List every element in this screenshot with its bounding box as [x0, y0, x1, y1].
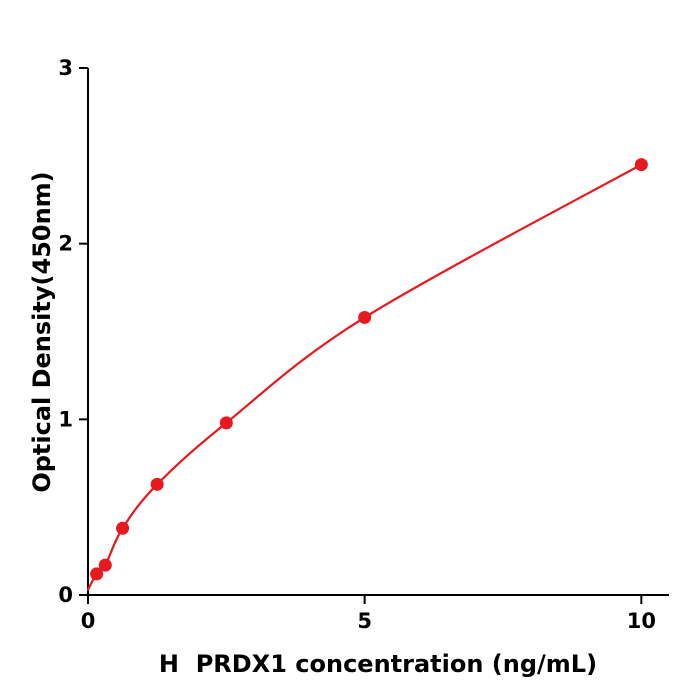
y-tick-label: 2 — [58, 232, 73, 256]
y-tick-label: 3 — [58, 56, 73, 80]
data-point — [90, 567, 104, 581]
y-tick-label: 1 — [58, 407, 73, 431]
x-axis-label: H PRDX1 concentration (ng/mL) — [158, 650, 598, 678]
data-point — [358, 310, 372, 324]
x-tick-label: 10 — [627, 609, 656, 633]
y-tick-label: 0 — [58, 583, 73, 607]
y-axis-label: Optical Density(450nm) — [28, 171, 56, 493]
data-point — [634, 158, 648, 172]
data-point — [116, 521, 130, 535]
fit-curve — [86, 163, 643, 591]
x-tick-label: 5 — [357, 609, 372, 633]
data-point — [219, 416, 233, 430]
data-point — [150, 477, 164, 491]
x-tick-label: 0 — [81, 609, 96, 633]
data-point — [98, 558, 112, 572]
